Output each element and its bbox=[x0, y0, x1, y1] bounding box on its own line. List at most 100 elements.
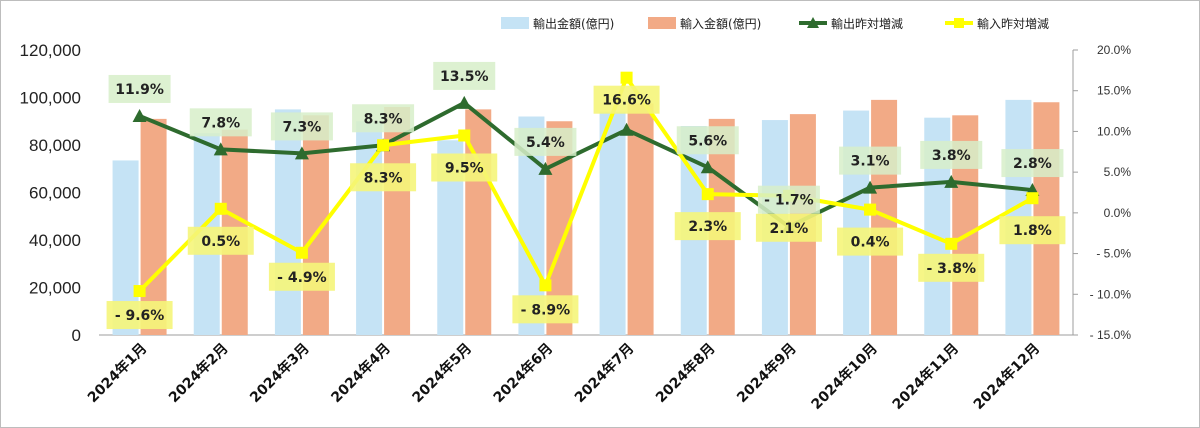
export-data-label-box bbox=[920, 140, 983, 169]
export-growth-marker bbox=[457, 95, 472, 109]
right-axis-tick-label: 20.0% bbox=[1097, 43, 1131, 57]
import-data-label: - 9.6% bbox=[115, 308, 165, 324]
x-axis-tick-label: 2024年4月 bbox=[328, 340, 394, 406]
import-growth-marker bbox=[295, 246, 308, 259]
import-data-label: 2.3% bbox=[688, 219, 727, 235]
import-growth-marker bbox=[377, 139, 390, 152]
import-data-label-box bbox=[755, 213, 822, 242]
export-growth-marker bbox=[700, 160, 715, 174]
import-data-label-box bbox=[106, 301, 173, 330]
x-axis-tick-label: 2024年3月 bbox=[246, 340, 312, 406]
import-growth-marker bbox=[701, 188, 714, 201]
import-data-label-box bbox=[187, 226, 254, 255]
import-data-label-box bbox=[918, 253, 985, 282]
left-axis-tick-label: 40,000 bbox=[29, 231, 81, 250]
import-data-label: 1.8% bbox=[1013, 223, 1052, 239]
export-growth-marker bbox=[213, 142, 228, 156]
import-data-label: - 3.8% bbox=[926, 261, 976, 277]
import-data-label-box bbox=[431, 153, 498, 182]
export-data-label: 13.5% bbox=[440, 69, 489, 85]
right-axis-tick-label: - 15.0% bbox=[1090, 328, 1132, 342]
x-axis-tick-label: 2024年7月 bbox=[571, 340, 637, 406]
import-data-label: 9.5% bbox=[445, 161, 484, 177]
export-data-label: 2.8% bbox=[1013, 156, 1052, 172]
export-data-label: 3.1% bbox=[851, 154, 890, 170]
export-bar bbox=[274, 109, 301, 335]
export-data-label-box bbox=[433, 61, 496, 90]
left-axis-tick-label: 0 bbox=[72, 326, 81, 345]
import-growth-marker bbox=[945, 237, 958, 250]
legend-label: 輸出昨対増減 bbox=[831, 16, 903, 31]
import-growth-marker bbox=[133, 285, 146, 298]
export-data-label-box bbox=[108, 74, 171, 103]
import-growth-marker bbox=[539, 279, 552, 292]
import-growth-marker bbox=[458, 129, 471, 142]
right-axis-tick-label: 10.0% bbox=[1097, 124, 1131, 138]
export-data-label-box bbox=[352, 104, 415, 133]
export-data-label: 7.3% bbox=[283, 119, 322, 135]
legend-marker bbox=[807, 17, 819, 28]
import-bar bbox=[140, 118, 167, 335]
export-data-label-box bbox=[1001, 149, 1064, 178]
right-axis-tick-label: 5.0% bbox=[1104, 165, 1132, 179]
import-data-label: - 4.9% bbox=[277, 270, 327, 286]
export-data-label: - 1.7% bbox=[764, 193, 814, 209]
export-growth-marker bbox=[944, 174, 959, 188]
right-axis-tick-label: - 5.0% bbox=[1096, 247, 1131, 261]
export-growth-marker bbox=[132, 108, 147, 122]
export-growth-marker bbox=[619, 122, 634, 136]
left-axis-tick-label: 60,000 bbox=[29, 184, 81, 203]
export-data-label-box bbox=[757, 185, 820, 214]
x-axis-tick-label: 2024年5月 bbox=[409, 340, 475, 406]
import-data-label-box bbox=[268, 262, 335, 291]
import-data-label: 8.3% bbox=[364, 170, 403, 186]
import-data-label-box bbox=[593, 85, 660, 114]
import-growth-marker bbox=[214, 202, 227, 215]
x-axis-tick-label: 2024年2月 bbox=[165, 340, 231, 406]
x-axis-tick-label: 2024年1月 bbox=[84, 340, 150, 406]
export-data-label: 8.3% bbox=[364, 111, 403, 127]
legend-swatch bbox=[648, 17, 676, 29]
import-growth-marker bbox=[620, 71, 633, 84]
import-growth-marker bbox=[1026, 192, 1039, 205]
right-axis-tick-label: - 10.0% bbox=[1090, 287, 1132, 301]
import-data-label: 2.1% bbox=[770, 221, 809, 237]
export-bar bbox=[599, 111, 626, 335]
export-data-label-box bbox=[676, 126, 739, 155]
import-growth-marker bbox=[864, 203, 877, 216]
export-growth-marker bbox=[538, 161, 553, 175]
export-data-label: 3.8% bbox=[932, 148, 971, 164]
left-axis-tick-label: 120,000 bbox=[20, 41, 81, 60]
x-axis-tick-label: 2024年8月 bbox=[652, 340, 718, 406]
left-axis-tick-label: 100,000 bbox=[20, 89, 81, 108]
import-data-label-box bbox=[512, 295, 579, 324]
right-axis-tick-label: 15.0% bbox=[1097, 84, 1131, 98]
export-data-label-box bbox=[839, 146, 902, 175]
x-axis-tick-label: 2024年12月 bbox=[970, 340, 1043, 413]
export-bar bbox=[843, 110, 870, 335]
export-growth-marker bbox=[294, 146, 309, 160]
x-axis-tick-label: 2024年10月 bbox=[808, 340, 881, 413]
x-axis-tick-label: 2024年11月 bbox=[889, 340, 962, 413]
legend-swatch bbox=[501, 17, 529, 29]
import-data-label-box bbox=[999, 216, 1066, 245]
left-axis-tick-label: 80,000 bbox=[29, 136, 81, 155]
left-axis-tick-label: 20,000 bbox=[29, 279, 81, 298]
x-axis-tick-label: 2024年6月 bbox=[490, 340, 556, 406]
import-data-label-box bbox=[350, 163, 417, 192]
export-data-label-box bbox=[270, 112, 333, 141]
legend-marker bbox=[954, 18, 964, 28]
import-data-label: 0.4% bbox=[851, 235, 890, 251]
export-data-label: 7.8% bbox=[201, 115, 240, 131]
x-axis-tick-label: 2024年9月 bbox=[733, 340, 799, 406]
export-data-label: 5.6% bbox=[688, 133, 727, 149]
export-growth-marker bbox=[863, 180, 878, 194]
export-data-label: 5.4% bbox=[526, 135, 565, 151]
export-bar bbox=[356, 121, 383, 335]
export-data-label-box bbox=[189, 108, 252, 137]
legend-label: 輸出金額(億円) bbox=[533, 16, 614, 31]
export-growth-line bbox=[138, 100, 1033, 229]
import-growth-line bbox=[138, 75, 1034, 293]
import-data-label: 16.6% bbox=[602, 93, 651, 109]
